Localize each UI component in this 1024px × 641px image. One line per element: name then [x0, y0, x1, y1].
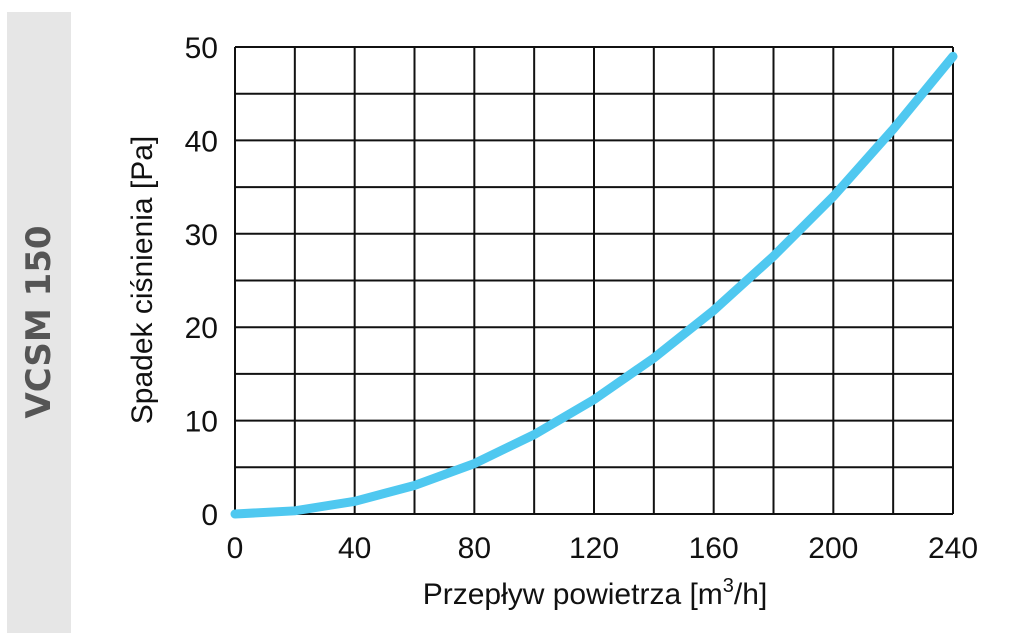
y-tick-label: 0	[201, 499, 218, 532]
x-tick-label: 0	[227, 532, 244, 565]
y-tick-label: 10	[185, 406, 218, 439]
x-tick-label: 120	[569, 532, 619, 565]
series-line	[230, 51, 958, 519]
x-tick-label: 160	[689, 532, 739, 565]
side-band	[7, 12, 71, 633]
y-tick-label: 20	[185, 312, 218, 345]
y-tick-label: 50	[185, 32, 218, 65]
x-tick-label: 240	[928, 532, 978, 565]
y-tick-label: 30	[185, 219, 218, 252]
x-tick-label: 40	[338, 532, 371, 565]
x-axis-label: Przepływ powietrza [m3/h]	[423, 575, 768, 611]
y-tick-label: 40	[185, 125, 218, 158]
x-tick-label: 200	[808, 532, 858, 565]
y-axis-label: Spadek ciśnienia [Pa]	[126, 136, 159, 425]
x-tick-label: 80	[458, 532, 491, 565]
